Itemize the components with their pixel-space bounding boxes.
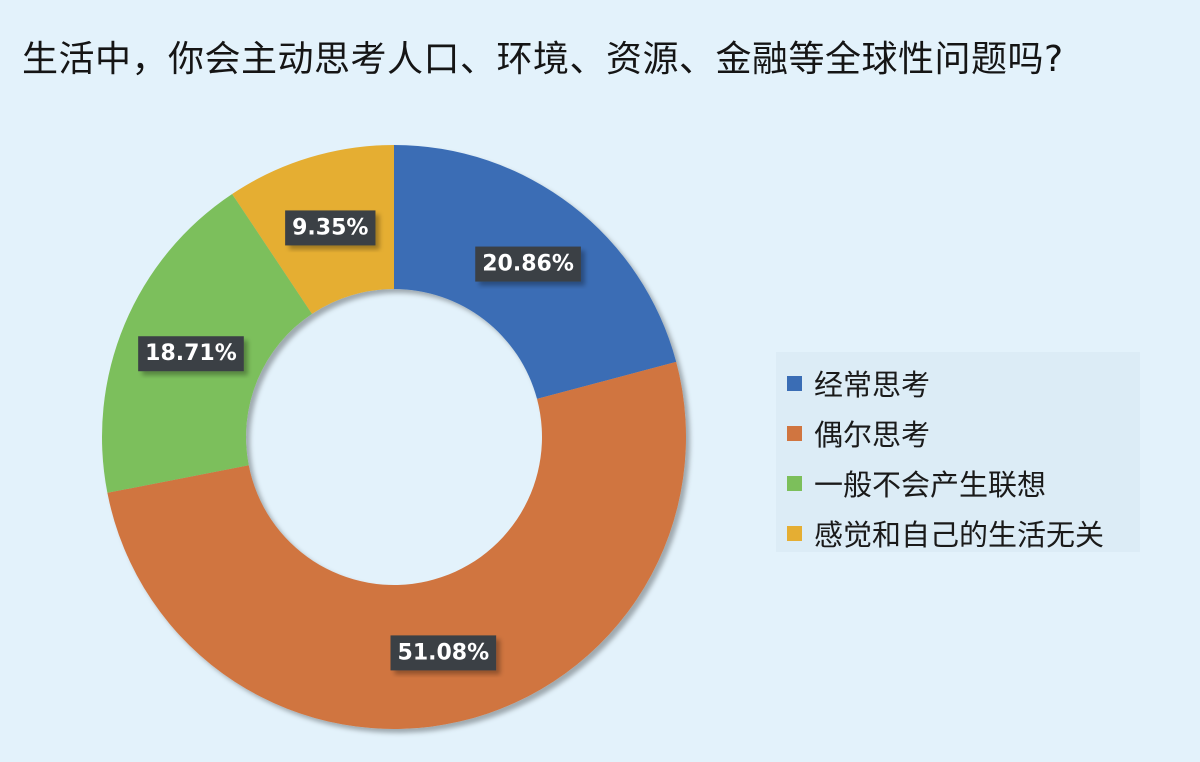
legend-item-rarely[interactable]: 一般不会产生联想: [776, 460, 1140, 506]
legend-label: 感觉和自己的生活无关: [814, 518, 1105, 552]
legend-swatch: [787, 425, 802, 441]
chart-title: 生活中，你会主动思考人口、环境、资源、金融等全球性问题吗?: [22, 39, 1064, 80]
slice-occasionally[interactable]: [107, 361, 687, 730]
legend-item-occasionally[interactable]: 偶尔思考: [776, 410, 1140, 456]
legend-swatch: [787, 375, 802, 391]
legend-item-often[interactable]: 经常思考: [776, 360, 1140, 406]
data-label-text: 18.71%: [145, 341, 237, 366]
data-label-text: 20.86%: [482, 252, 574, 277]
legend-label: 偶尔思考: [814, 418, 931, 452]
legend-label: 经常思考: [814, 368, 931, 402]
data-label-text: 9.35%: [292, 215, 368, 240]
data-label-rarely: 18.71%: [138, 336, 244, 372]
legend-label: 一般不会产生联想: [814, 468, 1047, 502]
legend-swatch: [787, 525, 802, 541]
data-label-box: [285, 210, 376, 246]
data-label-box: [138, 336, 244, 372]
data-label-text: 51.08%: [398, 640, 490, 665]
legend-swatch: [787, 475, 802, 491]
chart-legend: 经常思考 偶尔思考 一般不会产生联想 感觉和自己的生活无关: [776, 352, 1140, 552]
data-label-unrelated: 9.35%: [285, 210, 376, 246]
data-label-box: [475, 246, 581, 282]
data-label-box: [390, 635, 497, 671]
data-label-occasionally: 51.08%: [390, 635, 497, 671]
data-label-often: 20.86%: [475, 246, 581, 282]
legend-item-unrelated[interactable]: 感觉和自己的生活无关: [776, 510, 1140, 556]
